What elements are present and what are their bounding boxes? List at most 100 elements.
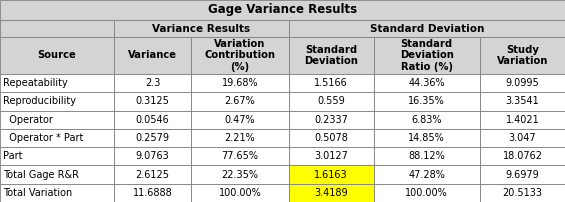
Text: 100.00%: 100.00% [406,188,448,198]
Text: 0.2337: 0.2337 [314,115,348,125]
Text: Operator * Part: Operator * Part [3,133,84,143]
Bar [373,92,480,110]
Text: Variance: Variance [128,50,177,61]
Text: 0.559: 0.559 [317,96,345,106]
Text: Part: Part [3,151,23,161]
Text: 1.6163: 1.6163 [314,169,348,180]
Bar [114,165,192,184]
Bar [289,165,373,184]
Text: 2.3: 2.3 [145,78,160,88]
Text: 77.65%: 77.65% [221,151,259,161]
Text: 9.0763: 9.0763 [136,151,170,161]
Bar [114,129,192,147]
Text: 6.83%: 6.83% [411,115,442,125]
Text: 9.6979: 9.6979 [506,169,540,180]
Bar [289,110,373,129]
Bar [114,74,192,92]
Text: 3.0127: 3.0127 [314,151,348,161]
Text: 47.28%: 47.28% [408,169,445,180]
Bar [289,129,373,147]
Bar [0,0,565,20]
Bar [289,184,373,202]
Bar [373,165,480,184]
Bar [373,184,480,202]
Text: Standard
Deviation
Ratio (%): Standard Deviation Ratio (%) [400,39,454,72]
Bar [480,184,565,202]
Bar [0,165,114,184]
Bar [0,92,114,110]
Bar [0,110,114,129]
Bar [192,129,289,147]
Text: 0.3125: 0.3125 [136,96,170,106]
Bar [289,74,373,92]
Text: 16.35%: 16.35% [408,96,445,106]
Bar [373,110,480,129]
Bar [480,129,565,147]
Bar [192,165,289,184]
Text: 100.00%: 100.00% [219,188,262,198]
Text: Study
Variation: Study Variation [497,45,548,66]
Text: 20.5133: 20.5133 [502,188,542,198]
Text: Gage Variance Results: Gage Variance Results [208,3,357,17]
Text: Source: Source [37,50,76,61]
Text: 2.6125: 2.6125 [136,169,170,180]
Bar [192,37,289,74]
Text: 0.2579: 0.2579 [136,133,170,143]
Text: 11.6888: 11.6888 [133,188,172,198]
Bar [0,129,114,147]
Bar [0,20,114,37]
Bar [373,147,480,165]
Bar [480,74,565,92]
Text: 88.12%: 88.12% [408,151,445,161]
Bar [0,147,114,165]
Text: Reproducibility: Reproducibility [3,96,76,106]
Text: 2.67%: 2.67% [225,96,255,106]
Bar [289,92,373,110]
Text: 9.0995: 9.0995 [506,78,540,88]
Text: 0.0546: 0.0546 [136,115,170,125]
Text: Repeatability: Repeatability [3,78,68,88]
Bar [192,74,289,92]
Text: Total Variation: Total Variation [3,188,72,198]
Text: 3.4189: 3.4189 [314,188,348,198]
Bar [480,110,565,129]
Bar [480,92,565,110]
Text: 1.5166: 1.5166 [314,78,348,88]
Text: Total Gage R&R: Total Gage R&R [3,169,79,180]
Text: Variation
Contribution
(%): Variation Contribution (%) [205,39,276,72]
Bar [114,147,192,165]
Text: 22.35%: 22.35% [221,169,259,180]
Text: 3.3541: 3.3541 [506,96,540,106]
Text: Operator: Operator [3,115,53,125]
Bar [114,184,192,202]
Bar [114,110,192,129]
Bar [192,147,289,165]
Bar [114,37,192,74]
Text: 3.047: 3.047 [508,133,536,143]
Text: 0.47%: 0.47% [225,115,255,125]
Bar [192,184,289,202]
Bar [289,147,373,165]
Bar [0,37,114,74]
Text: 1.4021: 1.4021 [506,115,540,125]
Bar [192,110,289,129]
Bar [114,92,192,110]
Text: 14.85%: 14.85% [408,133,445,143]
Text: 2.21%: 2.21% [225,133,255,143]
Bar [114,20,289,37]
Bar [480,147,565,165]
Bar [0,184,114,202]
Bar [289,37,373,74]
Bar [373,37,480,74]
Bar [373,129,480,147]
Text: Variance Results: Variance Results [152,23,250,34]
Bar [192,92,289,110]
Bar [289,20,565,37]
Bar [480,37,565,74]
Text: Standard
Deviation: Standard Deviation [304,45,358,66]
Text: Standard Deviation: Standard Deviation [370,23,484,34]
Text: 19.68%: 19.68% [221,78,258,88]
Text: 18.0762: 18.0762 [502,151,542,161]
Bar [373,74,480,92]
Text: 44.36%: 44.36% [408,78,445,88]
